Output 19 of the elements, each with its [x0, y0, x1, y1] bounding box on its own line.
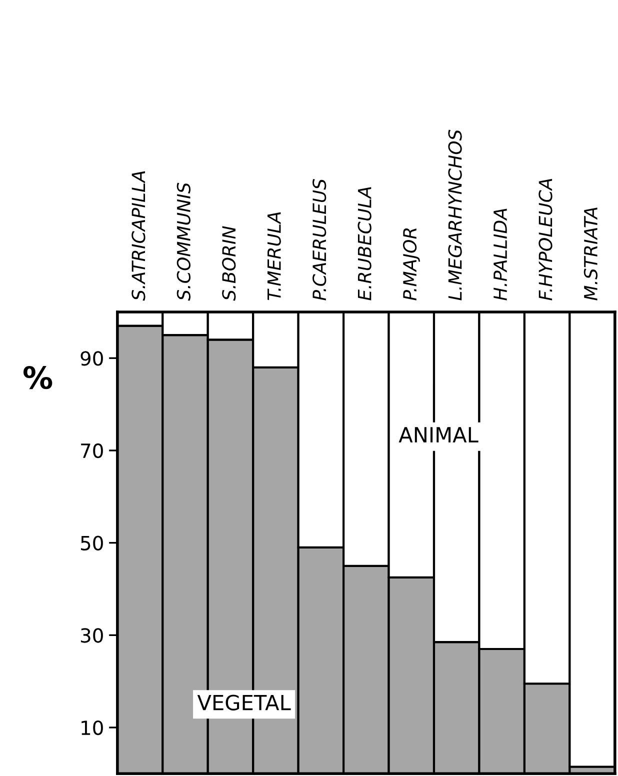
y-tick-label: 70: [81, 443, 103, 458]
x-tick-label: S.ATRICAPILLA: [132, 171, 146, 301]
y-axis-title: %: [23, 366, 52, 390]
y-tick-label: 90: [80, 351, 103, 366]
x-tick-label: P.MAJOR: [402, 228, 420, 300]
x-tick-label: S.BORIN: [222, 226, 236, 301]
x-tick-label: T.MERULA: [268, 212, 281, 300]
x-tick-label: H.PALLIDA: [494, 208, 507, 300]
y-tick-label: 50: [80, 536, 103, 550]
x-tick-label: S.COMMUNIS: [176, 182, 190, 301]
x-tick-label: E.RUBECULA: [358, 187, 372, 300]
x-tick-label: F.HYPOLEUCA: [538, 178, 552, 300]
series-label: ANIMAL: [398, 427, 478, 442]
x-tick-label: P.CAERULEUS: [312, 179, 326, 300]
y-tick-label: 30: [80, 628, 103, 643]
x-tick-label: L.MEGARHYNCHOS: [448, 130, 462, 300]
x-tick-label: M.STRIATA: [584, 208, 598, 300]
y-tick-label: 10: [82, 720, 103, 736]
series-label: VEGETAL: [197, 694, 291, 710]
